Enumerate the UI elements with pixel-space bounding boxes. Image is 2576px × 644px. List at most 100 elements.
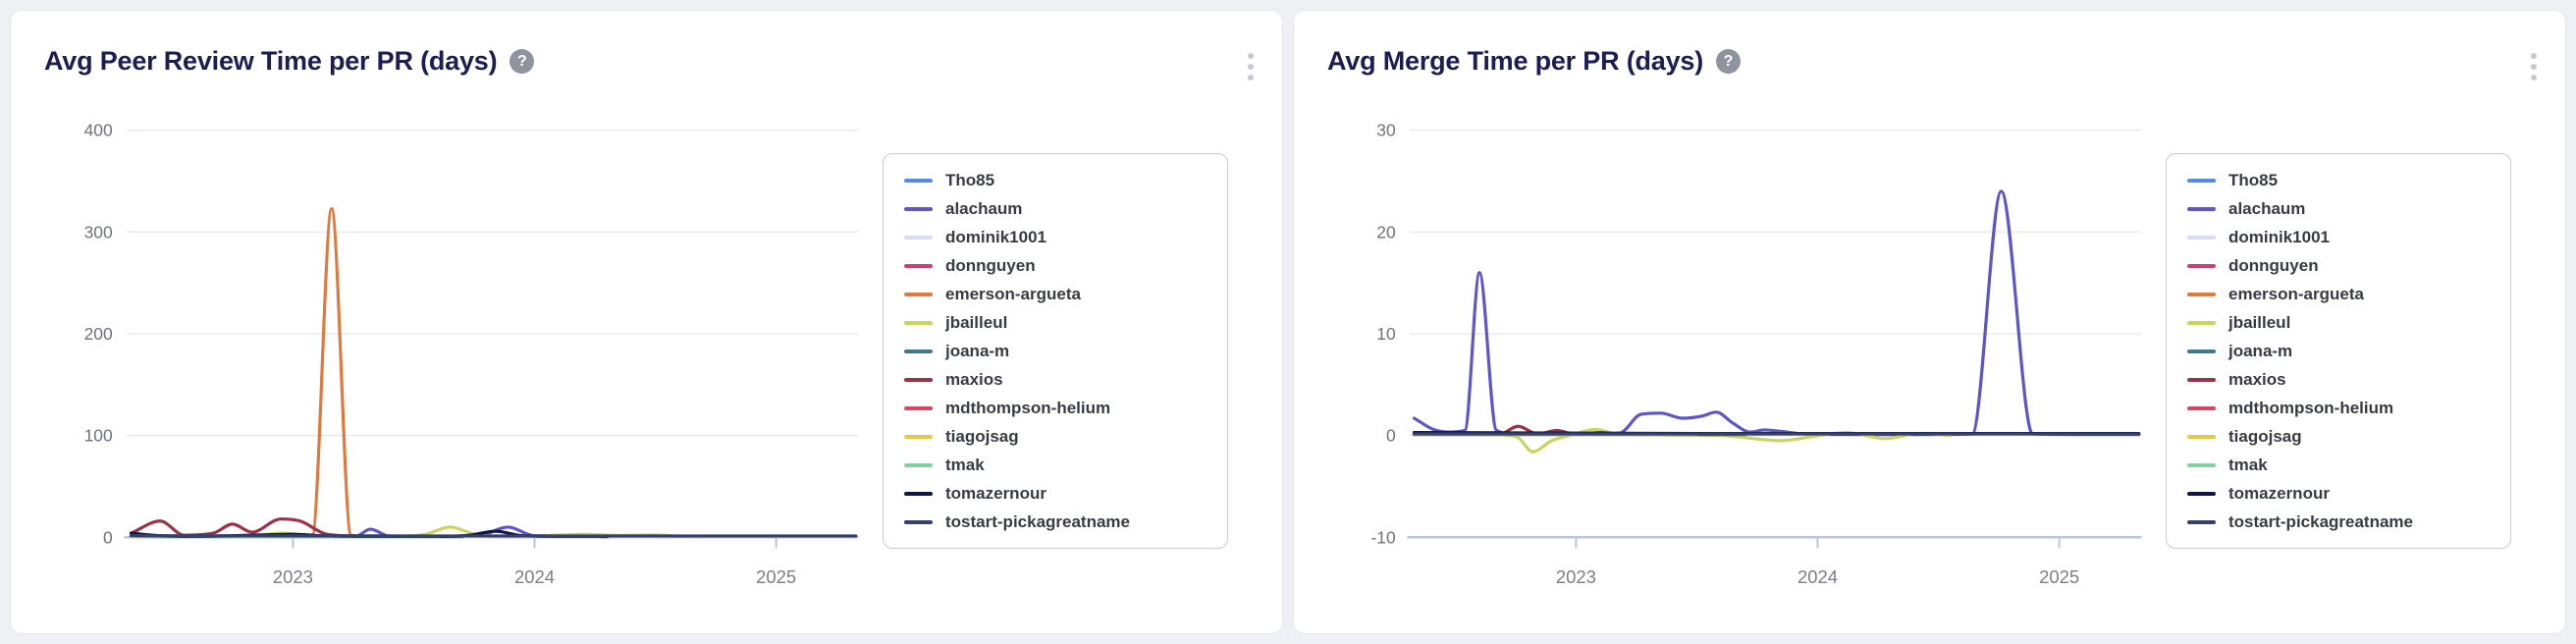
y-tick-label: 0: [103, 527, 113, 547]
legend-label: dominik1001: [945, 227, 1046, 246]
help-icon[interactable]: ?: [510, 49, 535, 74]
y-axis-labels: 0 100 200 300 400: [84, 121, 113, 548]
legend-item-mdthompson-helium[interactable]: mdthompson-helium: [884, 394, 1227, 422]
kebab-dot: [2531, 75, 2537, 80]
legend-swatch: [2187, 263, 2216, 268]
x-tick-label: 2023: [273, 566, 313, 587]
legend-swatch: [2187, 491, 2216, 496]
x-tick-label: 2023: [1556, 566, 1596, 587]
chart-card-merge-time: Avg Merge Time per PR (days) ? -10 0 10 20 3…: [1293, 10, 2566, 634]
legend-swatch: [904, 178, 933, 183]
legend-label: emerson-argueta: [2228, 284, 2364, 303]
legend-label: tostart-pickagreatname: [2228, 511, 2414, 531]
chart-title: Avg Merge Time per PR (days): [1327, 46, 1704, 76]
more-options-button[interactable]: [1245, 50, 1257, 83]
x-tick-label: 2024: [1798, 566, 1838, 587]
x-axis-labels: 2023 2024 2025: [273, 566, 796, 587]
chart-card-peer-review-time: Avg Peer Review Time per PR (days) ? 0 10…: [10, 10, 1283, 634]
legend-item-joana-m[interactable]: joana-m: [2167, 337, 2510, 365]
kebab-dot: [2531, 53, 2537, 59]
legend-label: jbailleul: [2228, 312, 2291, 332]
card-header: Avg Merge Time per PR (days) ?: [1327, 46, 1742, 77]
series-line-emerson-argueta: [267, 206, 372, 539]
x-axis: [124, 536, 859, 549]
card-header: Avg Peer Review Time per PR (days) ?: [44, 46, 535, 77]
legend-item-mdthompson-helium[interactable]: mdthompson-helium: [2167, 394, 2510, 422]
legend-swatch: [904, 434, 933, 439]
legend-item-dominik1001[interactable]: dominik1001: [884, 223, 1227, 251]
gridlines: [126, 129, 859, 437]
legend-item-Tho85[interactable]: Tho85: [884, 166, 1227, 194]
legend-item-tomazernour[interactable]: tomazernour: [884, 479, 1227, 508]
legend-swatch: [904, 349, 933, 353]
y-tick-label: 30: [1376, 121, 1396, 140]
y-tick-label: 0: [1386, 426, 1396, 446]
legend-label: maxios: [2228, 369, 2286, 389]
x-tick-label: 2025: [756, 566, 796, 587]
x-tick-label: 2025: [2039, 566, 2079, 587]
legend-label: tmak: [2228, 455, 2268, 474]
legend-item-joana-m[interactable]: joana-m: [884, 337, 1227, 365]
legend-item-tostart-pickagreatname[interactable]: tostart-pickagreatname: [884, 508, 1227, 536]
legend-item-emerson-argueta[interactable]: emerson-argueta: [884, 280, 1227, 308]
legend-item-tiagojsag[interactable]: tiagojsag: [884, 422, 1227, 451]
legend-swatch: [904, 206, 933, 211]
legend-item-maxios[interactable]: maxios: [2167, 365, 2510, 394]
legend-swatch: [2187, 292, 2216, 296]
series-lines: [129, 206, 858, 539]
legend-swatch: [904, 491, 933, 496]
kebab-dot: [1248, 53, 1254, 59]
legend-swatch: [904, 377, 933, 382]
legend-item-Tho85[interactable]: Tho85: [2167, 166, 2510, 194]
legend-item-emerson-argueta[interactable]: emerson-argueta: [2167, 280, 2510, 308]
legend-item-donnguyen[interactable]: donnguyen: [884, 251, 1227, 280]
legend-swatch: [2187, 178, 2216, 183]
legend-label: Tho85: [945, 170, 995, 189]
legend-swatch: [904, 405, 933, 410]
chart-canvas-peer-review[interactable]: 0 100 200 300 400 2023 2024 2025: [11, 11, 1282, 633]
kebab-dot: [1248, 75, 1254, 80]
legend-item-jbailleul[interactable]: jbailleul: [884, 308, 1227, 337]
legend-swatch: [2187, 519, 2216, 524]
x-axis: [1407, 536, 2142, 549]
legend-swatch: [2187, 462, 2216, 467]
help-icon[interactable]: ?: [1716, 49, 1742, 74]
legend-swatch: [2187, 434, 2216, 439]
legend-label: jbailleul: [945, 312, 1008, 332]
more-options-button[interactable]: [2528, 50, 2540, 83]
legend-label: donnguyen: [945, 255, 1036, 275]
legend-swatch: [2187, 377, 2216, 382]
legend-swatch: [2187, 320, 2216, 325]
y-tick-label: 400: [84, 121, 113, 140]
legend-item-tmak[interactable]: tmak: [2167, 451, 2510, 479]
y-axis-labels: -10 0 10 20 30: [1370, 121, 1396, 548]
legend-label: mdthompson-helium: [945, 398, 1111, 417]
legend-label: donnguyen: [2228, 255, 2319, 275]
legend-item-donnguyen[interactable]: donnguyen: [2167, 251, 2510, 280]
legend-label: tostart-pickagreatname: [945, 511, 1131, 531]
chart-canvas-merge-time[interactable]: -10 0 10 20 30 2023 2024 2025: [1294, 11, 2565, 633]
x-tick-label: 2024: [514, 566, 555, 587]
legend-item-alachaum[interactable]: alachaum: [884, 194, 1227, 223]
legend-swatch: [2187, 206, 2216, 211]
legend-label: tomazernour: [2228, 483, 2330, 503]
y-tick-label: 20: [1376, 222, 1396, 242]
legend-item-alachaum[interactable]: alachaum: [2167, 194, 2510, 223]
legend-item-jbailleul[interactable]: jbailleul: [2167, 308, 2510, 337]
legend-item-tostart-pickagreatname[interactable]: tostart-pickagreatname: [2167, 508, 2510, 536]
gridlines: [1409, 129, 2142, 437]
series-line-maxios: [129, 517, 362, 538]
legend-item-tiagojsag[interactable]: tiagojsag: [2167, 422, 2510, 451]
legend-label: tomazernour: [945, 483, 1046, 503]
y-tick-label: -10: [1370, 527, 1396, 547]
legend-item-tomazernour[interactable]: tomazernour: [2167, 479, 2510, 508]
legend-swatch: [904, 462, 933, 467]
legend-label: maxios: [945, 369, 1003, 389]
legend-label: alachaum: [945, 198, 1023, 218]
legend-swatch: [904, 292, 933, 296]
legend-item-tmak[interactable]: tmak: [884, 451, 1227, 479]
legend-item-maxios[interactable]: maxios: [884, 365, 1227, 394]
legend-label: dominik1001: [2228, 227, 2330, 246]
legend-item-dominik1001[interactable]: dominik1001: [2167, 223, 2510, 251]
chart-title: Avg Peer Review Time per PR (days): [44, 46, 498, 76]
